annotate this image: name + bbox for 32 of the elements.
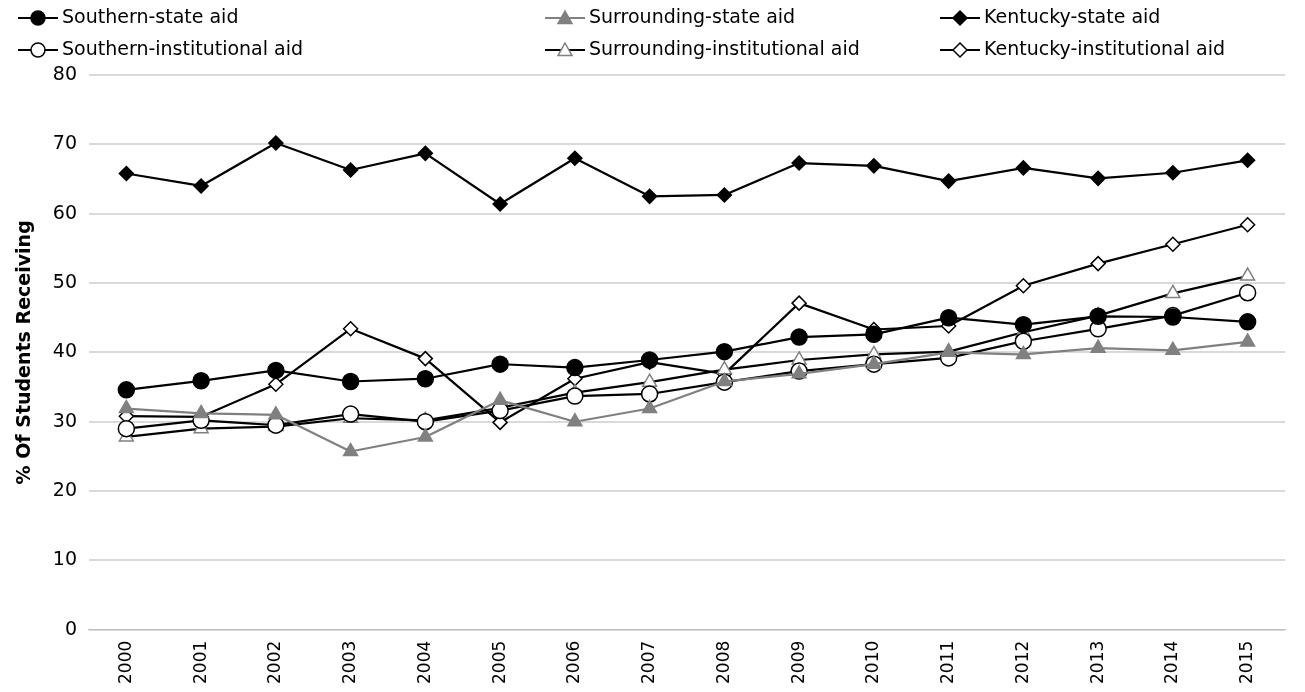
x-tick-label: 2000 [114,640,135,684]
y-tick-label: 20 [52,477,77,500]
x-tick-label: 2002 [264,640,285,684]
x-tick-label: 2012 [1011,640,1032,684]
x-tick-label: 2011 [937,640,958,684]
x-tick-label: 2004 [413,640,434,684]
legend-label: Southern-institutional aid [62,36,304,59]
x-tick-label: 2005 [488,640,509,684]
x-tick-label: 2008 [712,640,733,684]
x-tick-label: 2015 [1236,640,1257,684]
y-tick-label: 40 [52,339,77,362]
y-tick-label: 50 [52,269,77,292]
legend-label: Southern-state aid [62,4,239,27]
x-tick-label: 2014 [1161,640,1182,684]
y-tick-label: 80 [52,61,77,84]
x-tick-label: 2013 [1086,640,1107,684]
y-tick-label: 10 [52,547,77,570]
x-tick-label: 2001 [189,640,210,684]
x-tick-label: 2009 [787,640,808,684]
y-tick-label: 0 [64,616,77,639]
legend-label: Surrounding-state aid [589,4,796,27]
x-tick-label: 2010 [862,640,883,684]
x-tick-label: 2003 [339,640,360,684]
x-tick-label: 2007 [638,640,659,684]
y-tick-label: 30 [52,408,77,431]
y-tick-label: 60 [52,200,77,223]
legend-label: Kentucky-state aid [984,4,1161,27]
y-axis-title: % Of Students Receiving [12,220,35,485]
x-tick-label: 2006 [563,640,584,684]
y-tick-label: 70 [52,131,77,154]
legend-label: Surrounding-institutional aid [589,36,860,59]
legend-label: Kentucky-institutional aid [984,36,1226,59]
